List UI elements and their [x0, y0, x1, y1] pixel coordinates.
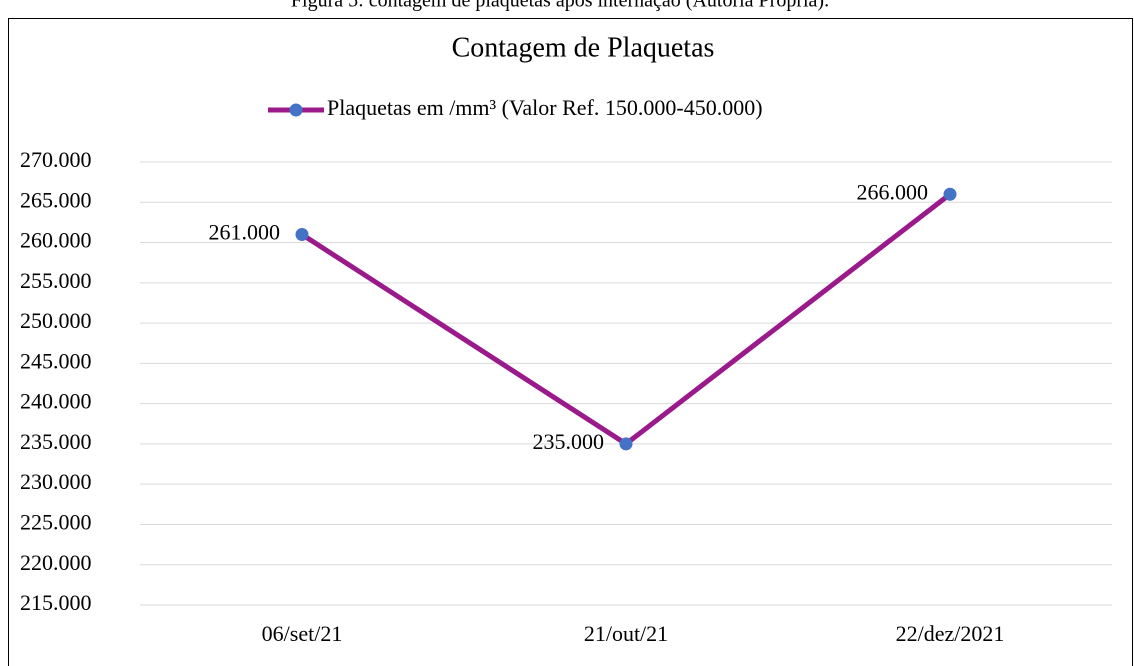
x-tick-label: 22/dez/2021 [896, 621, 1005, 646]
data-label: 261.000 [209, 220, 281, 245]
data-label: 235.000 [533, 429, 605, 454]
y-tick-label: 255.000 [20, 268, 92, 293]
y-tick-label: 235.000 [20, 429, 92, 454]
y-tick-label: 230.000 [20, 469, 92, 494]
legend-label: Plaquetas em /mm³ (Valor Ref. 150.000-45… [327, 95, 763, 120]
y-tick-label: 240.000 [20, 389, 92, 414]
y-tick-label: 220.000 [20, 550, 92, 575]
x-tick-label: 21/out/21 [584, 621, 668, 646]
y-tick-label: 270.000 [20, 147, 92, 172]
caption: Figura 5: contagem de plaquetas após int… [291, 0, 829, 12]
data-line [300, 192, 952, 447]
data-point [295, 227, 309, 241]
y-tick-label: 245.000 [20, 348, 92, 373]
x-tick-label: 06/set/21 [262, 621, 343, 646]
y-tick-label: 260.000 [20, 228, 92, 253]
y-tick-label: 215.000 [20, 590, 92, 615]
data-label: 266.000 [857, 179, 929, 204]
y-tick-label: 265.000 [20, 187, 92, 212]
chart-border [8, 18, 1133, 666]
data-point [943, 187, 957, 201]
legend-marker [289, 103, 303, 117]
data-point [619, 437, 633, 451]
chart-title: Contagem de Plaquetas [452, 32, 715, 63]
y-tick-label: 250.000 [20, 308, 92, 333]
y-tick-label: 225.000 [20, 510, 92, 535]
